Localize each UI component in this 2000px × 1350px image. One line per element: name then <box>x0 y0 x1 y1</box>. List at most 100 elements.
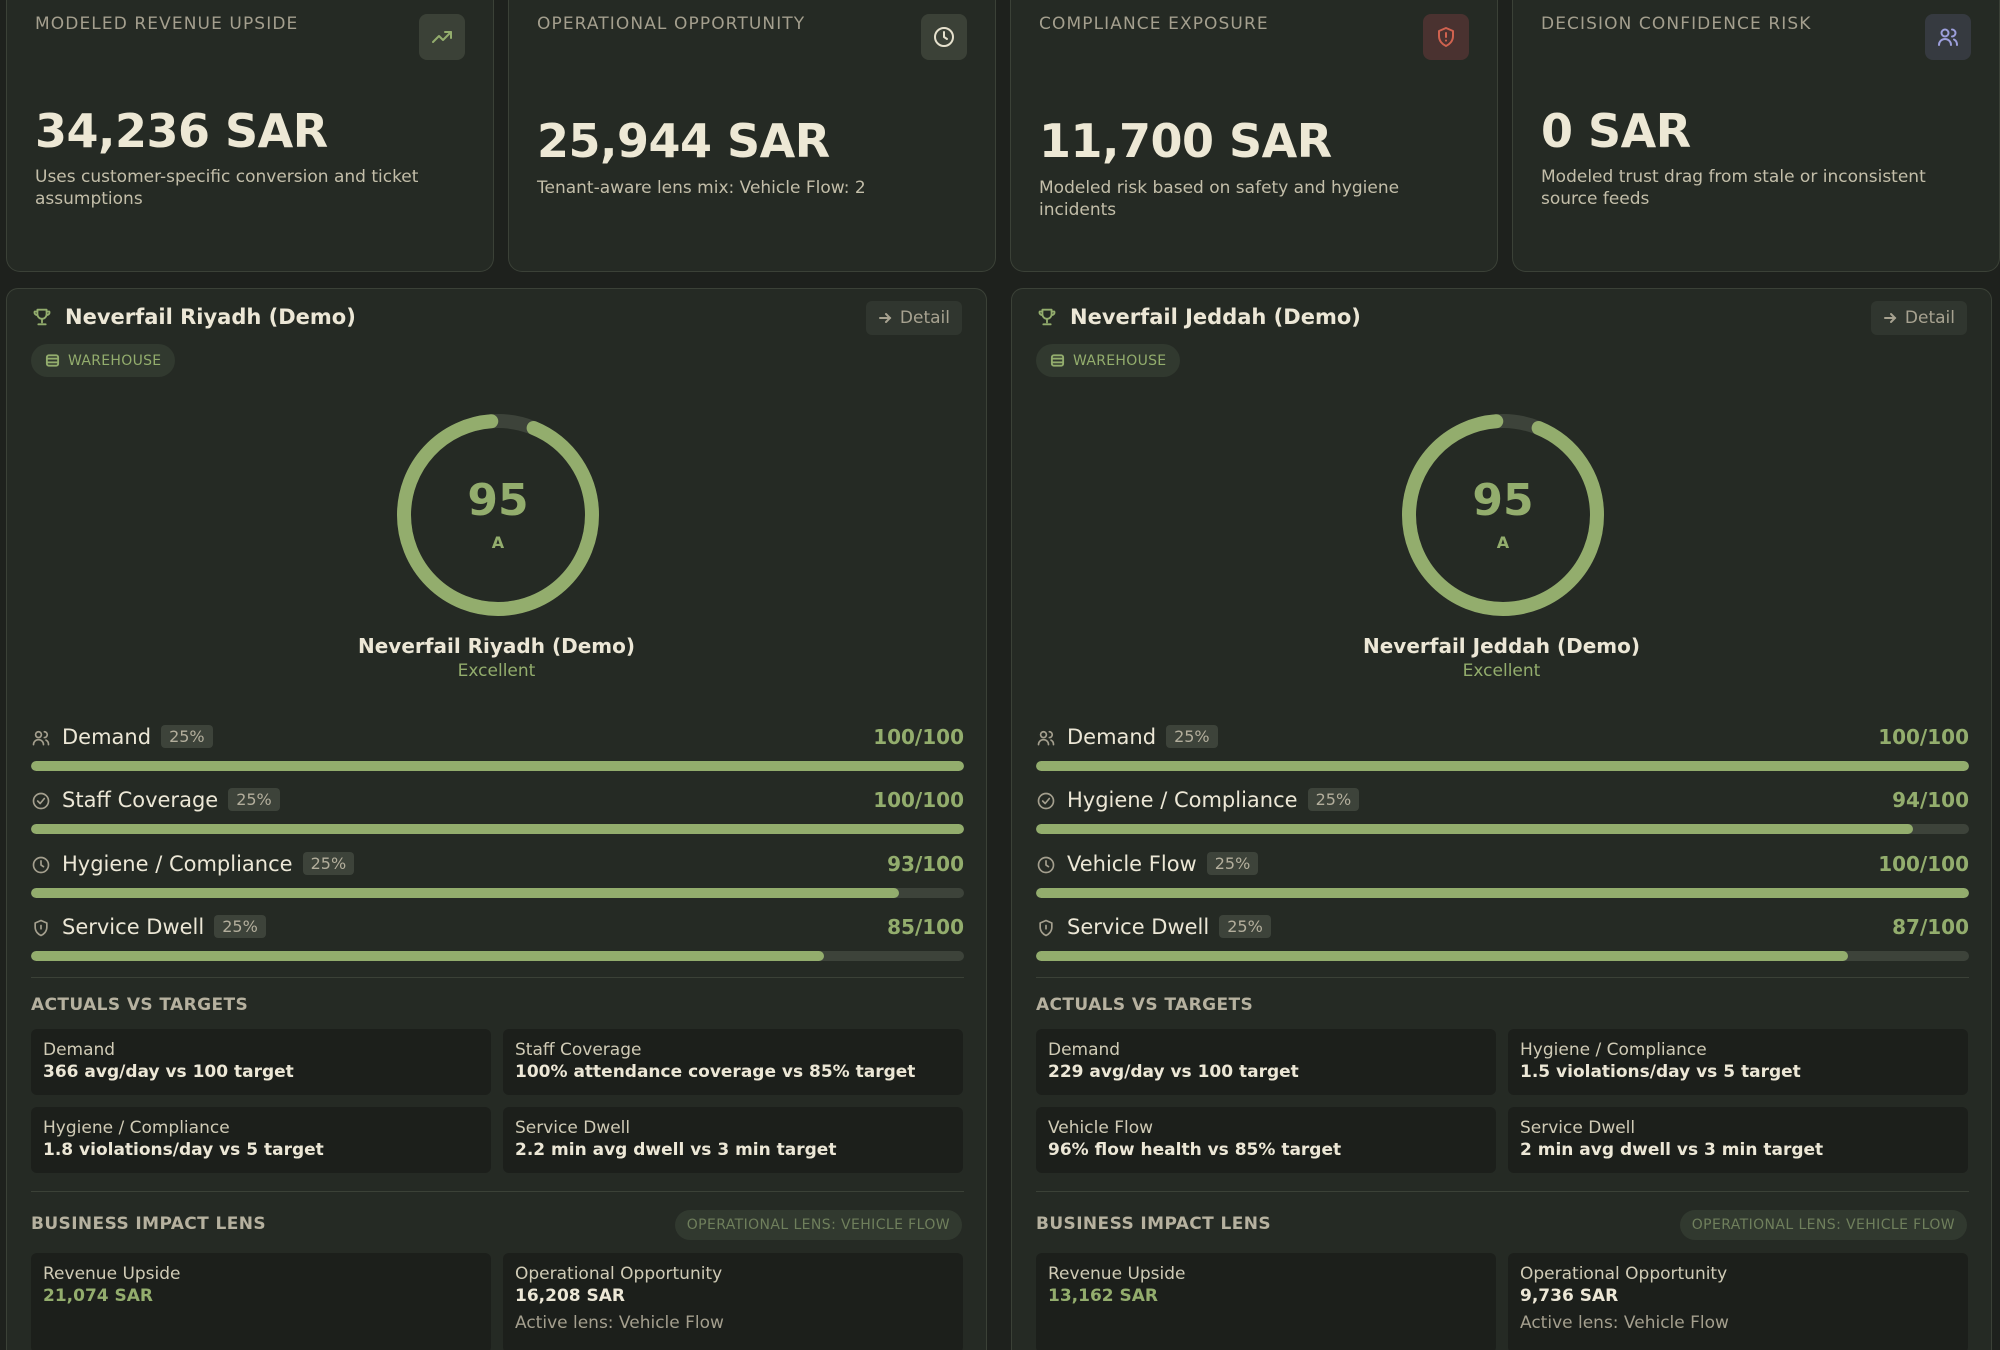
metric-row: Staff Coverage 25% 100/100 <box>31 785 964 845</box>
metric-progress-fill <box>31 888 899 898</box>
arrow-right-icon <box>1883 313 1897 323</box>
divider <box>31 1191 964 1192</box>
metric-score: 100/100 <box>1878 725 1969 749</box>
metric-progress-fill <box>1036 761 1969 771</box>
check-circle-icon <box>1037 792 1055 810</box>
divider <box>31 977 964 978</box>
impact-value: 9,736 SAR <box>1520 1286 1619 1306</box>
detail-button[interactable]: Detail <box>1870 301 1967 335</box>
metric-weight: 25% <box>1166 725 1218 748</box>
actual-label: Service Dwell <box>1520 1118 1636 1138</box>
divider <box>1036 977 1969 978</box>
metric-score: 100/100 <box>873 725 964 749</box>
metric-row: Vehicle Flow 25% 100/100 <box>1036 849 1969 909</box>
metric-name: Demand <box>62 725 152 749</box>
impact-label: Operational Opportunity <box>1520 1264 1728 1284</box>
metric-score: 85/100 <box>887 915 964 939</box>
clock-icon <box>32 856 50 874</box>
actual-cell: Service Dwell 2.2 min avg dwell vs 3 min… <box>503 1107 963 1173</box>
impact-value: 16,208 SAR <box>515 1286 626 1306</box>
metric-weight: 25% <box>161 725 213 748</box>
kpi-label: OPERATIONAL OPPORTUNITY <box>537 14 806 34</box>
users-icon <box>32 730 50 746</box>
shield-icon <box>34 919 48 937</box>
actual-value: 2.2 min avg dwell vs 3 min target <box>515 1140 837 1160</box>
trophy-icon <box>1038 308 1056 326</box>
metric-row: Hygiene / Compliance 25% 93/100 <box>31 849 964 909</box>
actual-cell: Demand 366 avg/day vs 100 target <box>31 1029 491 1095</box>
metric-weight: 25% <box>1307 788 1360 811</box>
operational-lens-tag: OPERATIONAL LENS: VEHICLE FLOW <box>674 1210 962 1240</box>
site-title: Neverfail Riyadh (Demo) <box>31 305 356 329</box>
impact-note: Active lens: Vehicle Flow <box>1520 1313 1729 1333</box>
metric-progress-track <box>31 761 964 771</box>
metric-score: 100/100 <box>873 788 964 812</box>
metric-name: Staff Coverage <box>62 788 219 812</box>
site-card-riyadh: Neverfail Riyadh (Demo) Detail WAREHOUSE… <box>6 288 987 1350</box>
actual-value: 96% flow health vs 85% target <box>1048 1140 1342 1160</box>
metric-score: 93/100 <box>887 852 964 876</box>
actual-cell: Service Dwell 2 min avg dwell vs 3 min t… <box>1508 1107 1968 1173</box>
arrow-right-icon <box>878 313 892 323</box>
kpi-card-decision-confidence-risk: DECISION CONFIDENCE RISK 0 SAR Modeled t… <box>1512 0 2000 272</box>
actual-label: Hygiene / Compliance <box>1520 1040 1707 1060</box>
actual-value: 2 min avg dwell vs 3 min target <box>1520 1140 1824 1160</box>
kpi-card-revenue-upside: MODELED REVENUE UPSIDE 34,236 SAR Uses c… <box>6 0 494 272</box>
impact-cell: Revenue Upside 13,162 SAR <box>1036 1253 1496 1350</box>
impact-label: Operational Opportunity <box>515 1264 723 1284</box>
site-name: Neverfail Riyadh (Demo) <box>65 305 356 329</box>
actual-label: Hygiene / Compliance <box>43 1118 230 1138</box>
impact-cell: Operational Opportunity 9,736 SAR Active… <box>1508 1253 1968 1350</box>
metric-score: 100/100 <box>1878 852 1969 876</box>
metric-progress-fill <box>31 951 825 961</box>
metric-row: Demand 25% 100/100 <box>1036 722 1969 782</box>
clock-icon <box>921 14 967 60</box>
metric-name: Demand <box>1067 725 1157 749</box>
actual-value: 100% attendance coverage vs 85% target <box>515 1062 916 1082</box>
metric-progress-track <box>31 888 964 898</box>
impact-cell: Operational Opportunity 16,208 SAR Activ… <box>503 1253 963 1350</box>
gauge-site-name: Neverfail Riyadh (Demo) <box>358 634 635 658</box>
metric-progress-track <box>1036 761 1969 771</box>
impact-cell: Revenue Upside 21,074 SAR <box>31 1253 491 1350</box>
score-gauge <box>1402 414 1604 616</box>
metric-weight: 25% <box>302 852 355 875</box>
kpi-subtitle: Tenant-aware lens mix: Vehicle Flow: 2 <box>537 178 866 198</box>
kpi-subtitle: Modeled risk based on safety and hygiene… <box>1039 178 1400 220</box>
users-icon <box>1037 730 1055 746</box>
actual-value: 1.8 violations/day vs 5 target <box>43 1140 324 1160</box>
site-name: Neverfail Jeddah (Demo) <box>1070 305 1361 329</box>
divider <box>1036 1191 1969 1192</box>
metric-weight: 25% <box>214 915 266 938</box>
metric-progress-fill <box>1036 824 1914 834</box>
kpi-subtitle: Uses customer-specific conversion and ti… <box>35 167 419 209</box>
metric-progress-track <box>1036 951 1969 961</box>
metric-score: 94/100 <box>1892 788 1969 812</box>
actual-value: 366 avg/day vs 100 target <box>43 1062 294 1082</box>
actual-cell: Staff Coverage 100% attendance coverage … <box>503 1029 963 1095</box>
score-status: Excellent <box>457 661 536 681</box>
score-gauge-arc <box>1402 414 1604 616</box>
metric-progress-fill <box>1036 951 1848 961</box>
metric-name: Hygiene / Compliance <box>62 852 293 876</box>
kpi-subtitle: Modeled trust drag from stale or inconsi… <box>1541 167 1926 209</box>
metric-name: Service Dwell <box>1067 915 1210 939</box>
score-gauge-arc <box>397 414 599 616</box>
score-grade: A <box>1496 533 1510 552</box>
actual-cell: Hygiene / Compliance 1.8 violations/day … <box>31 1107 491 1173</box>
site-type-label: WAREHOUSE <box>1073 352 1167 369</box>
actual-cell: Demand 229 avg/day vs 100 target <box>1036 1029 1496 1095</box>
metric-row: Demand 25% 100/100 <box>31 722 964 782</box>
check-circle-icon <box>32 792 50 810</box>
impact-label: Revenue Upside <box>43 1264 181 1284</box>
kpi-value: 11,700 SAR <box>1039 114 1332 168</box>
site-title: Neverfail Jeddah (Demo) <box>1036 305 1361 329</box>
kpi-label: COMPLIANCE EXPOSURE <box>1039 14 1269 34</box>
site-type-label: WAREHOUSE <box>68 352 162 369</box>
database-icon <box>1050 354 1065 367</box>
actual-label: Vehicle Flow <box>1048 1118 1154 1138</box>
detail-button[interactable]: Detail <box>865 301 962 335</box>
impact-section-title: BUSINESS IMPACT LENS <box>31 1214 267 1234</box>
site-type-tag: WAREHOUSE <box>1036 344 1181 377</box>
metric-progress-track <box>1036 888 1969 898</box>
